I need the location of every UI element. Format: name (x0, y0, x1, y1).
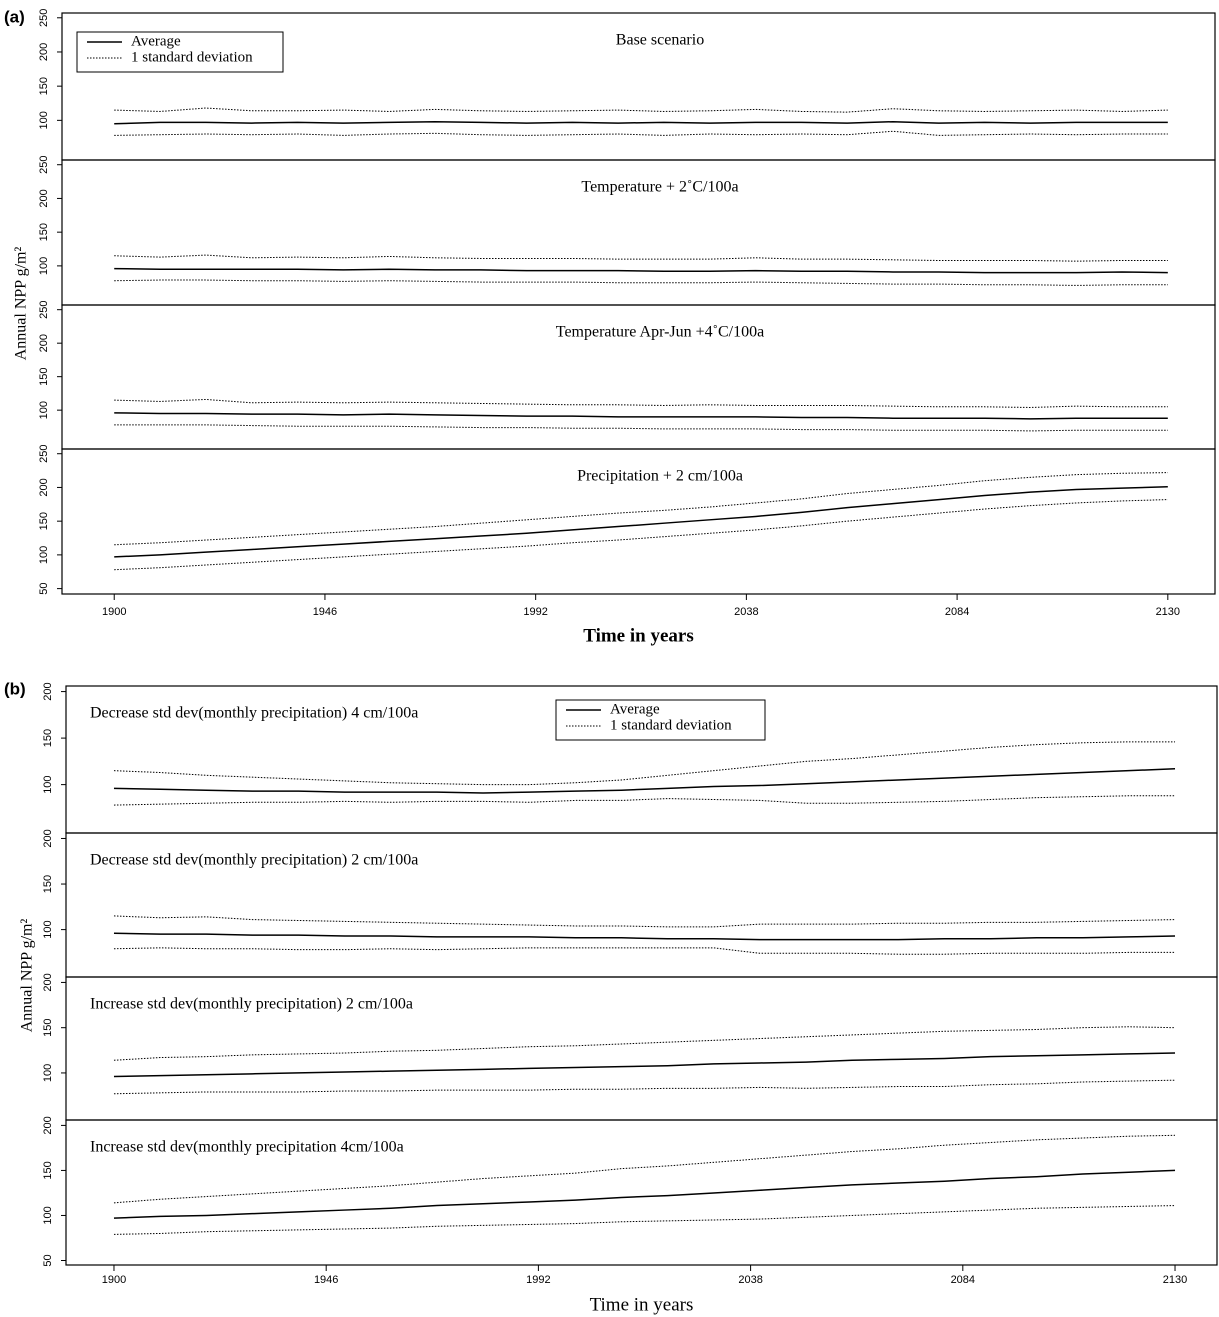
x-tick-label: 2130 (1156, 606, 1180, 618)
y-tick-label: 150 (38, 512, 50, 530)
y-tick-label: 250 (38, 301, 50, 319)
y-tick-label: 150 (42, 1019, 54, 1037)
legend-box (555, 699, 766, 741)
panel-title: Temperature + 2˚C/100a (581, 179, 738, 196)
series-line (113, 1026, 1176, 1061)
x-tick-label: 2084 (945, 606, 969, 618)
x-tick-label: 2038 (734, 606, 758, 618)
series-line (114, 107, 1168, 113)
x-tick-label: 1946 (314, 1274, 338, 1286)
series-line (113, 795, 1176, 806)
series-line (113, 1205, 1176, 1235)
x-tick-label: 1900 (102, 1274, 126, 1286)
y-tick-label: 250 (38, 156, 50, 174)
x-tick-label: 1992 (523, 606, 547, 618)
series-line (114, 279, 1168, 286)
series-line (113, 932, 1176, 941)
x-tick-label: 1946 (313, 606, 337, 618)
x-tick-label: 1992 (526, 1274, 550, 1286)
y-tick-label: 200 (42, 1116, 54, 1134)
y-tick-label: 100 (42, 1206, 54, 1224)
panel-frame (65, 1119, 1218, 1266)
x-tick-label: 2130 (1163, 1274, 1187, 1286)
series-line (113, 741, 1176, 786)
series-line (113, 1052, 1176, 1078)
legend-label: 1 standard deviation (610, 717, 732, 733)
y-tick-label: 50 (42, 1254, 54, 1266)
series-line (113, 947, 1176, 955)
y-tick-label: 250 (38, 9, 50, 27)
y-tick-label: 150 (42, 729, 54, 747)
y-tick-label: 100 (38, 401, 50, 419)
y-tick-label: 200 (38, 189, 50, 207)
x-axis-label: Time in years (583, 625, 693, 646)
y-tick-label: 150 (38, 367, 50, 385)
y-tick-label: 200 (42, 829, 54, 847)
series-line (114, 130, 1168, 136)
y-tick-label: 200 (42, 682, 54, 700)
y-tick-label: 150 (38, 77, 50, 95)
series-line (113, 915, 1176, 928)
panel-title: Base scenario (616, 32, 704, 49)
y-tick-label: 100 (42, 920, 54, 938)
panel-title: Decrease std dev(monthly precipitation) … (90, 705, 418, 722)
series-line (113, 1169, 1176, 1219)
y-tick-label: 200 (38, 334, 50, 352)
legend-label: Average (610, 701, 660, 717)
series-line (113, 1134, 1176, 1204)
y-tick-label: 200 (42, 973, 54, 991)
panel-title: Temperature Apr-Jun +4˚C/100a (556, 324, 764, 341)
y-tick-label: 150 (38, 223, 50, 241)
x-tick-label: 2038 (738, 1274, 762, 1286)
x-tick-label: 1900 (102, 606, 126, 618)
y-tick-label: 100 (42, 775, 54, 793)
panel-title: Precipitation + 2 cm/100a (577, 468, 743, 485)
y-tick-label: 100 (38, 546, 50, 564)
panel-title: Increase std dev(monthly precipitation) … (90, 996, 413, 1013)
x-tick-label: 2084 (951, 1274, 975, 1286)
y-tick-label: 200 (38, 43, 50, 61)
y-axis-label: Annual NPP g/m² (19, 919, 36, 1033)
y-axis-label: Annual NPP g/m² (13, 247, 30, 361)
series-line (114, 486, 1168, 558)
y-tick-label: 200 (38, 478, 50, 496)
panel-title: Increase std dev(monthly precipitation 4… (90, 1139, 404, 1156)
series-line (114, 120, 1168, 125)
series-line (114, 254, 1168, 262)
series-line (114, 424, 1168, 432)
y-tick-label: 100 (38, 257, 50, 275)
panel-title: Decrease std dev(monthly precipitation) … (90, 852, 418, 869)
y-tick-label: 100 (42, 1064, 54, 1082)
y-tick-label: 100 (38, 111, 50, 129)
y-tick-label: 50 (38, 582, 50, 594)
figure-label: (b) (4, 679, 26, 698)
legend-label: 1 standard deviation (131, 49, 253, 65)
legend-box (76, 31, 284, 73)
series-line (113, 768, 1176, 794)
figure-label: (a) (4, 7, 25, 26)
series-line (114, 412, 1168, 420)
legend-label: Average (131, 33, 181, 49)
series-line (114, 499, 1168, 571)
y-tick-label: 250 (38, 445, 50, 463)
series-line (114, 398, 1168, 408)
x-axis-label: Time in years (590, 1294, 694, 1315)
y-tick-label: 150 (42, 1161, 54, 1179)
series-line (114, 267, 1168, 274)
series-line (113, 1079, 1176, 1095)
y-tick-label: 150 (42, 875, 54, 893)
